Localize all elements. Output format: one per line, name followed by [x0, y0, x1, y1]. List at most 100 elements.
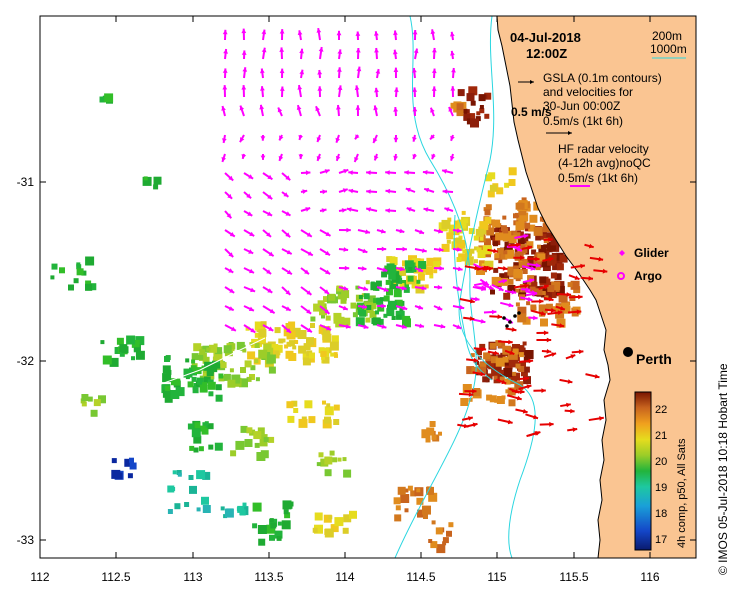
x-tick-label: 113	[183, 570, 202, 584]
sst-pixel	[428, 539, 433, 543]
gsla-vector	[353, 153, 359, 163]
gsla-vector	[373, 153, 379, 161]
gsla-vector	[297, 30, 303, 41]
gsla-vector	[348, 170, 359, 175]
sst-pixel	[369, 310, 377, 318]
colorbar-tick: 18	[655, 508, 667, 520]
sst-pixel	[502, 356, 509, 363]
gsla-vector	[281, 229, 291, 238]
city-label: Perth	[636, 351, 672, 367]
sst-pixel	[541, 259, 550, 268]
gsla-vector	[355, 31, 361, 41]
sst-pixel	[496, 396, 505, 404]
sst-pixel	[433, 269, 438, 274]
sst-pixel	[370, 282, 379, 291]
gsla-vector	[376, 246, 387, 252]
sst-pixel	[121, 346, 129, 354]
sst-pixel	[462, 384, 472, 393]
sst-pixel	[418, 261, 427, 269]
sst-pixel	[274, 327, 281, 334]
gsla-vector	[335, 153, 341, 162]
gsla-vector	[224, 267, 234, 274]
sst-pixel	[571, 309, 579, 317]
sst-pixel	[508, 235, 517, 244]
gsla-vector	[279, 29, 285, 41]
sst-pixel	[408, 267, 413, 271]
sst-pixel	[511, 360, 519, 368]
sst-pixel	[500, 225, 507, 232]
hf-vector	[588, 416, 604, 422]
gsla-vector	[366, 170, 378, 175]
hf-vector	[497, 418, 513, 425]
sst-pixel	[298, 345, 307, 354]
sst-pixel	[85, 283, 92, 291]
sst-pixel	[329, 341, 339, 351]
gsla-vector	[357, 266, 367, 271]
sst-pixel	[493, 228, 498, 233]
sst-pixel	[310, 316, 316, 322]
gsla-vector	[262, 248, 275, 257]
sst-pixel	[517, 313, 527, 323]
gsla-vector	[357, 286, 369, 291]
sst-pixel	[523, 249, 528, 253]
gsla-vector	[483, 284, 494, 290]
gsla-vector	[243, 286, 256, 293]
sst-pixel	[68, 284, 74, 291]
sst-pixel	[331, 335, 339, 343]
sst-pixel	[407, 485, 413, 491]
gsla-vector	[243, 172, 254, 180]
sst-pixel	[126, 335, 136, 345]
sst-pixel	[535, 288, 543, 296]
sst-pixel	[518, 366, 525, 372]
gsla-vector	[404, 170, 416, 175]
colorbar	[634, 391, 652, 551]
gsla-vector	[450, 86, 456, 98]
sst-pixel	[442, 537, 449, 544]
sst-pixel	[379, 297, 384, 302]
sst-pixel	[493, 241, 498, 247]
sst-pixel	[467, 113, 476, 122]
gsla-vector	[365, 207, 378, 212]
sst-pixel	[166, 369, 172, 375]
gsla-vector	[222, 29, 228, 41]
sst-pixel	[498, 259, 503, 264]
sst-pixel	[85, 280, 92, 287]
sst-pixel	[328, 515, 333, 520]
gsla-vector	[522, 278, 535, 284]
sst-pixel	[199, 349, 206, 356]
sst-pixel	[191, 376, 197, 382]
gsla-vector	[433, 228, 444, 234]
sst-pixel	[479, 236, 484, 241]
sst-pixel	[193, 383, 198, 387]
sst-pixel	[478, 245, 487, 254]
gsla-vector	[374, 87, 379, 98]
sst-pixel	[429, 274, 434, 279]
gsla-vector	[483, 309, 497, 315]
sst-pixel	[258, 328, 267, 337]
sst-pixel	[416, 488, 421, 493]
sst-pixel	[446, 239, 451, 244]
sst-pixel	[476, 111, 481, 116]
sst-pixel	[479, 108, 485, 114]
gsla-vector	[452, 324, 462, 330]
y-tick-label: -31	[17, 175, 35, 189]
gsla-vector	[299, 69, 305, 79]
sst-pixel	[448, 224, 458, 234]
sst-pixel	[493, 267, 499, 273]
gsla-vector	[319, 286, 330, 295]
gsla-vector	[412, 67, 417, 79]
gsla-vector	[473, 281, 487, 287]
sst-pixel	[431, 520, 436, 525]
gsla-vector	[376, 228, 386, 234]
sst-pixel	[76, 264, 82, 270]
gsla-vector	[300, 207, 311, 212]
sst-pixel	[366, 305, 372, 310]
sst-pixel	[397, 486, 406, 495]
gsla-vector	[354, 134, 360, 140]
sst-pixel	[100, 340, 105, 345]
sst-pixel	[153, 184, 159, 190]
gsla-vector	[452, 266, 463, 272]
sst-pixel	[376, 297, 384, 305]
sst-pixel	[441, 219, 451, 229]
